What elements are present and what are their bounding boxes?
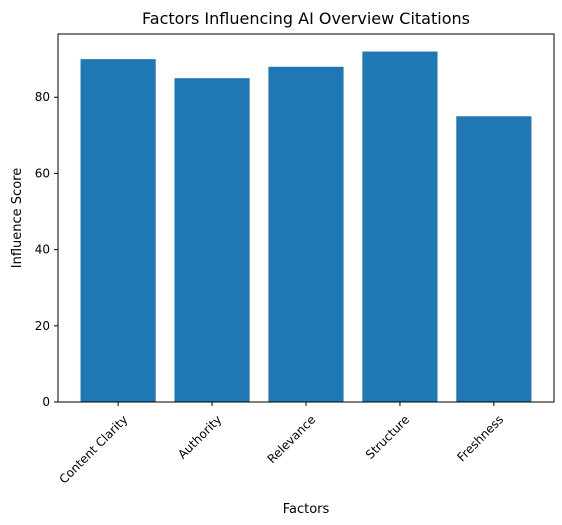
y-tick-label: 20 <box>35 319 50 333</box>
bars-group <box>80 51 532 403</box>
bar-content-clarity <box>80 59 156 403</box>
plot-frame <box>57 33 555 403</box>
y-tick-label: 40 <box>35 243 50 257</box>
y-tick-label: 60 <box>35 166 50 180</box>
chart-title: Factors Influencing AI Overview Citation… <box>142 9 470 28</box>
y-axis-label: Influence Score <box>10 168 25 268</box>
y-tick-label: 80 <box>35 90 50 104</box>
bar-structure <box>362 51 438 403</box>
bar-relevance <box>268 66 344 402</box>
y-axis-ticks: 0 20 40 60 80 <box>35 90 58 409</box>
y-tick-label: 0 <box>42 395 50 409</box>
bar-authority <box>174 78 250 402</box>
x-axis-label: Factors <box>283 502 330 517</box>
bar-freshness <box>456 116 532 403</box>
